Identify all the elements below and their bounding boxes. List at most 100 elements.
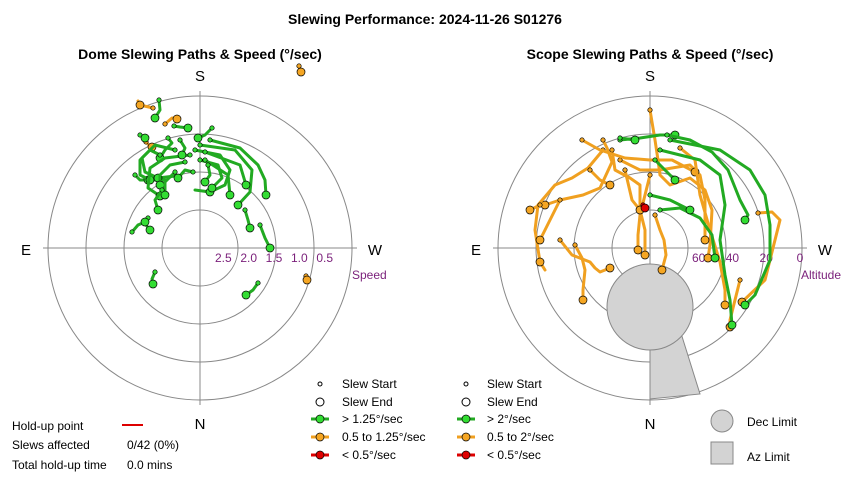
scope-slew-end-point bbox=[633, 245, 643, 255]
dome-slew-start-point bbox=[255, 280, 261, 286]
dome-tick-label: 1.0 bbox=[291, 251, 308, 265]
dome-legend: Slew Start Slew End > 1.25°/sec 0.5 to 1… bbox=[311, 377, 426, 462]
holdup-point-label: Hold-up point bbox=[12, 419, 84, 433]
scope-slew-start-point bbox=[667, 137, 673, 143]
scope-slew-path bbox=[658, 148, 734, 327]
dome-slew-start-point bbox=[242, 207, 248, 213]
dome-slew-path bbox=[158, 160, 187, 187]
scope-slew-start-point bbox=[737, 277, 743, 283]
scope-slew-end-point bbox=[740, 215, 750, 225]
az-limit-legend-icon bbox=[710, 441, 734, 465]
scope-slew-start-point bbox=[652, 212, 658, 218]
dome-chart: Dome Slewing Paths & Speed (°/sec) S N E… bbox=[21, 46, 387, 433]
dome-slews bbox=[129, 63, 312, 300]
scope-compass-south: S bbox=[645, 68, 655, 85]
holdup-slews-label: Slews affected bbox=[12, 438, 90, 452]
scope-slew-path bbox=[533, 148, 605, 272]
dome-slew-path bbox=[158, 136, 174, 160]
scope-slew-start-point bbox=[622, 167, 628, 173]
scope-tick-label: 40 bbox=[726, 251, 740, 265]
dome-slew-start-point bbox=[156, 97, 162, 103]
dome-slew-end-point bbox=[148, 279, 158, 289]
dome-slew-start-point bbox=[152, 269, 158, 275]
scope-radial-axis-label: Altitude bbox=[801, 268, 841, 282]
scope-slew-path bbox=[740, 210, 782, 304]
dome-slew-start-point bbox=[187, 152, 193, 158]
holdup-total-value: 0.0 mins bbox=[127, 458, 172, 472]
scope-legend-slew-start: Slew Start bbox=[487, 377, 542, 391]
scope-slew-end-point bbox=[535, 235, 545, 245]
legend-slew-start-marker bbox=[317, 381, 323, 387]
scope-chart-title: Scope Slewing Paths & Speed (°/sec) bbox=[527, 46, 774, 62]
scope-slew-path bbox=[636, 173, 652, 252]
dome-slew-start-point bbox=[207, 137, 213, 143]
scope-chart: Scope Slewing Paths & Speed (°/sec) S N … bbox=[471, 46, 841, 433]
dome-slew-start-point bbox=[209, 125, 215, 131]
scope-slew-path bbox=[653, 158, 677, 182]
scope-slew-start-point bbox=[664, 132, 670, 138]
scope-slew-start-point bbox=[557, 237, 563, 243]
scope-slew-path bbox=[573, 243, 587, 302]
scope-slew-path bbox=[648, 193, 692, 212]
scope-slew-start-point bbox=[677, 145, 683, 151]
dome-slew-path bbox=[203, 158, 232, 197]
dome-compass-west: W bbox=[368, 242, 383, 259]
scope-slew-path bbox=[658, 206, 717, 260]
dome-slew-end-point bbox=[265, 243, 275, 253]
az-limit-legend-label: Az Limit bbox=[747, 450, 790, 464]
scope-slew-path bbox=[668, 138, 772, 307]
scope-tick-label: 0 bbox=[797, 251, 804, 265]
scope-slew-start-point bbox=[647, 192, 653, 198]
dome-slew-start-point bbox=[202, 157, 208, 163]
legend-fast-marker bbox=[315, 414, 325, 424]
scope-slew-end-point bbox=[525, 205, 535, 215]
dome-slew-end-point bbox=[153, 205, 163, 215]
scope-slew-path bbox=[580, 138, 697, 174]
scope-legend-fast: > 2°/sec bbox=[487, 412, 531, 426]
dome-slew-end-point bbox=[193, 133, 203, 143]
scope-slew-start-point bbox=[755, 210, 761, 216]
scope-slew-end-point bbox=[657, 265, 667, 275]
scope-legend-slew-end-marker bbox=[461, 397, 471, 407]
scope-slew-path bbox=[648, 108, 714, 260]
dome-slew-start-point bbox=[159, 187, 165, 193]
holdup-total-label: Total hold-up time bbox=[12, 458, 107, 472]
legend-mid-marker bbox=[315, 432, 325, 442]
dome-slew-end-point bbox=[183, 123, 193, 133]
dome-slew-end-point bbox=[241, 290, 251, 300]
scope-slew-path bbox=[653, 213, 668, 272]
dome-slew-start-point bbox=[172, 169, 178, 175]
dome-tick-labels: 2.5 2.0 1.5 1.0 0.5 bbox=[215, 251, 333, 265]
scope-slew-path bbox=[558, 238, 612, 274]
dome-slew-start-point bbox=[172, 147, 178, 153]
dome-slew-end-point bbox=[296, 67, 306, 77]
scope-legend-slew-start-marker bbox=[463, 381, 469, 387]
scope-slew-start-point bbox=[587, 167, 593, 173]
dome-slew-start-point bbox=[205, 162, 211, 168]
scope-slew-start-point bbox=[657, 207, 663, 213]
dome-tick-label: 2.5 bbox=[215, 251, 232, 265]
dome-slew-start-point bbox=[150, 105, 156, 111]
scope-tick-label: 60 bbox=[692, 251, 706, 265]
dome-slew-end-point bbox=[302, 275, 312, 285]
scope-slew-path bbox=[618, 158, 707, 242]
scope-slew-end-point bbox=[700, 235, 710, 245]
scope-slew-end-point bbox=[578, 295, 588, 305]
scope-slew-start-point bbox=[617, 135, 623, 141]
dome-legend-slow: < 0.5°/sec bbox=[342, 448, 396, 462]
scope-slew-end-point bbox=[710, 253, 720, 263]
dome-radial-axis-label: Speed bbox=[352, 268, 387, 282]
scope-slew-start-point bbox=[537, 202, 543, 208]
scope-slew-path bbox=[538, 198, 562, 242]
scope-slew-start-point bbox=[657, 147, 663, 153]
scope-slew-end-point bbox=[640, 250, 650, 260]
dome-slew-start-point bbox=[197, 157, 203, 163]
dome-slew-start-point bbox=[202, 149, 208, 155]
dome-slew-start-point bbox=[157, 152, 163, 158]
scope-slew-end-point bbox=[640, 203, 650, 213]
dome-slew-end-point bbox=[135, 100, 145, 110]
legend-slow-marker bbox=[315, 450, 325, 460]
scope-legend: Slew Start Slew End > 2°/sec 0.5 to 2°/s… bbox=[457, 377, 554, 462]
scope-slew-end-point bbox=[740, 300, 750, 310]
